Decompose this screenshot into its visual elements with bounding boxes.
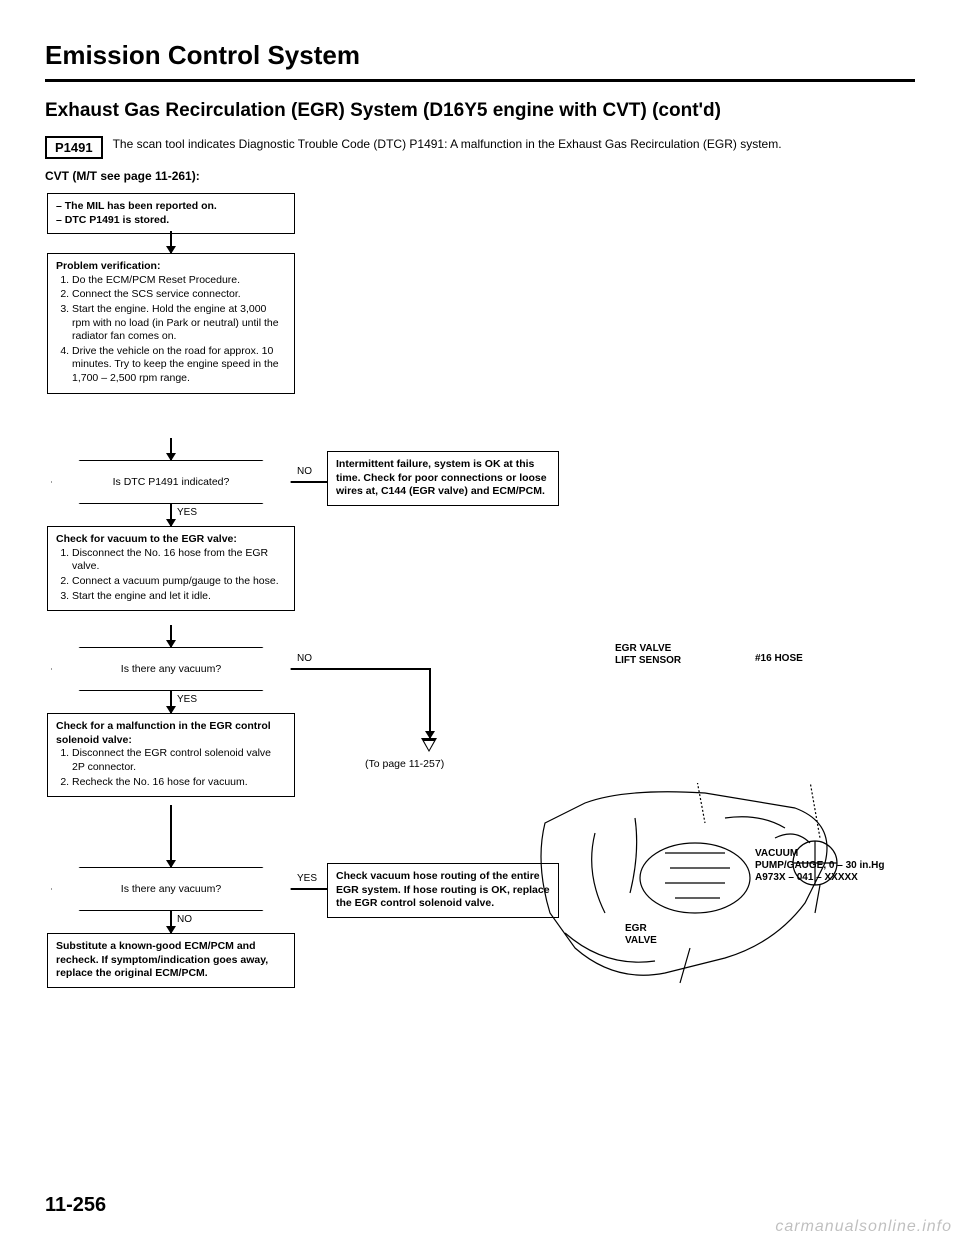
- box-mil: – The MIL has been reported on. – DTC P1…: [47, 193, 295, 234]
- to-page-ref: (To page 11-257): [365, 758, 444, 770]
- connector: [170, 231, 172, 253]
- decision-text: Is there any vacuum?: [121, 663, 221, 675]
- box-problem-verification: Problem verification: Do the ECM/PCM Res…: [47, 253, 295, 394]
- label-hose16: #16 HOSE: [755, 653, 803, 665]
- check-malfunction-item: Disconnect the EGR control solenoid valv…: [72, 747, 286, 774]
- problem-title: Problem verification:: [56, 260, 160, 272]
- cvt-note: CVT (M/T see page 11-261):: [45, 169, 915, 183]
- page-number: 11-256: [45, 1194, 106, 1217]
- connector: [170, 504, 172, 526]
- check-vacuum-list: Disconnect the No. 16 hose from the EGR …: [56, 547, 286, 604]
- watermark: carmanualsonline.info: [775, 1218, 952, 1236]
- engine-svg: [525, 783, 885, 1003]
- connector: [170, 805, 172, 867]
- problem-item: Drive the vehicle on the road for approx…: [72, 345, 286, 386]
- connector: [170, 911, 172, 933]
- label-egr-lift: EGR VALVE LIFT SENSOR: [615, 643, 681, 667]
- yes-label: YES: [297, 873, 317, 884]
- mil-line1: – The MIL has been reported on.: [56, 200, 217, 212]
- connector: [170, 691, 172, 713]
- check-vacuum-item: Disconnect the No. 16 hose from the EGR …: [72, 547, 286, 574]
- box-check-vacuum: Check for vacuum to the EGR valve: Disco…: [47, 526, 295, 611]
- check-malfunction-item: Recheck the No. 16 hose for vacuum.: [72, 776, 286, 790]
- triangle-marker: [421, 738, 437, 752]
- decision-vacuum-1: Is there any vacuum?: [51, 647, 291, 691]
- yes-label: YES: [177, 694, 197, 705]
- problem-item: Start the engine. Hold the engine at 3,0…: [72, 303, 286, 344]
- yes-label: YES: [177, 507, 197, 518]
- connector: [170, 438, 172, 460]
- flowchart: – The MIL has been reported on. – DTC P1…: [45, 193, 915, 1063]
- dtc-row: P1491 The scan tool indicates Diagnostic…: [45, 136, 915, 159]
- section-title: Exhaust Gas Recirculation (EGR) System (…: [45, 100, 915, 122]
- box-intermittent: Intermittent failure, system is OK at th…: [327, 451, 559, 506]
- connector: [170, 625, 172, 647]
- decision-text: Is DTC P1491 indicated?: [113, 476, 230, 488]
- manual-page: Emission Control System Exhaust Gas Reci…: [0, 0, 960, 1242]
- connector: [291, 481, 327, 483]
- mil-line2: – DTC P1491 is stored.: [56, 214, 169, 226]
- box-check-malfunction: Check for a malfunction in the EGR contr…: [47, 713, 295, 797]
- box-substitute: Substitute a known-good ECM/PCM and rech…: [47, 933, 295, 988]
- check-malfunction-list: Disconnect the EGR control solenoid valv…: [56, 747, 286, 789]
- no-label: NO: [297, 653, 312, 664]
- no-label: NO: [297, 466, 312, 477]
- problem-item: Do the ECM/PCM Reset Procedure.: [72, 274, 286, 288]
- connector: [291, 668, 429, 670]
- connector: [291, 888, 327, 890]
- check-vacuum-item: Start the engine and let it idle.: [72, 590, 286, 604]
- decision-dtc-indicated: Is DTC P1491 indicated?: [51, 460, 291, 504]
- no-label: NO: [177, 914, 192, 925]
- problem-item: Connect the SCS service connector.: [72, 288, 286, 302]
- check-vacuum-title: Check for vacuum to the EGR valve:: [56, 533, 237, 545]
- connector: [429, 668, 431, 738]
- divider: [45, 79, 915, 82]
- decision-text: Is there any vacuum?: [121, 883, 221, 895]
- decision-vacuum-2: Is there any vacuum?: [51, 867, 291, 911]
- engine-diagram: EGR VALVE LIFT SENSOR #16 HOSE VACUUM PU…: [495, 723, 915, 1043]
- check-malfunction-title: Check for a malfunction in the EGR contr…: [56, 720, 271, 746]
- page-title: Emission Control System: [45, 40, 915, 71]
- problem-list: Do the ECM/PCM Reset Procedure. Connect …: [56, 274, 286, 386]
- check-vacuum-item: Connect a vacuum pump/gauge to the hose.: [72, 575, 286, 589]
- dtc-code-box: P1491: [45, 136, 103, 159]
- dtc-description: The scan tool indicates Diagnostic Troub…: [113, 136, 915, 153]
